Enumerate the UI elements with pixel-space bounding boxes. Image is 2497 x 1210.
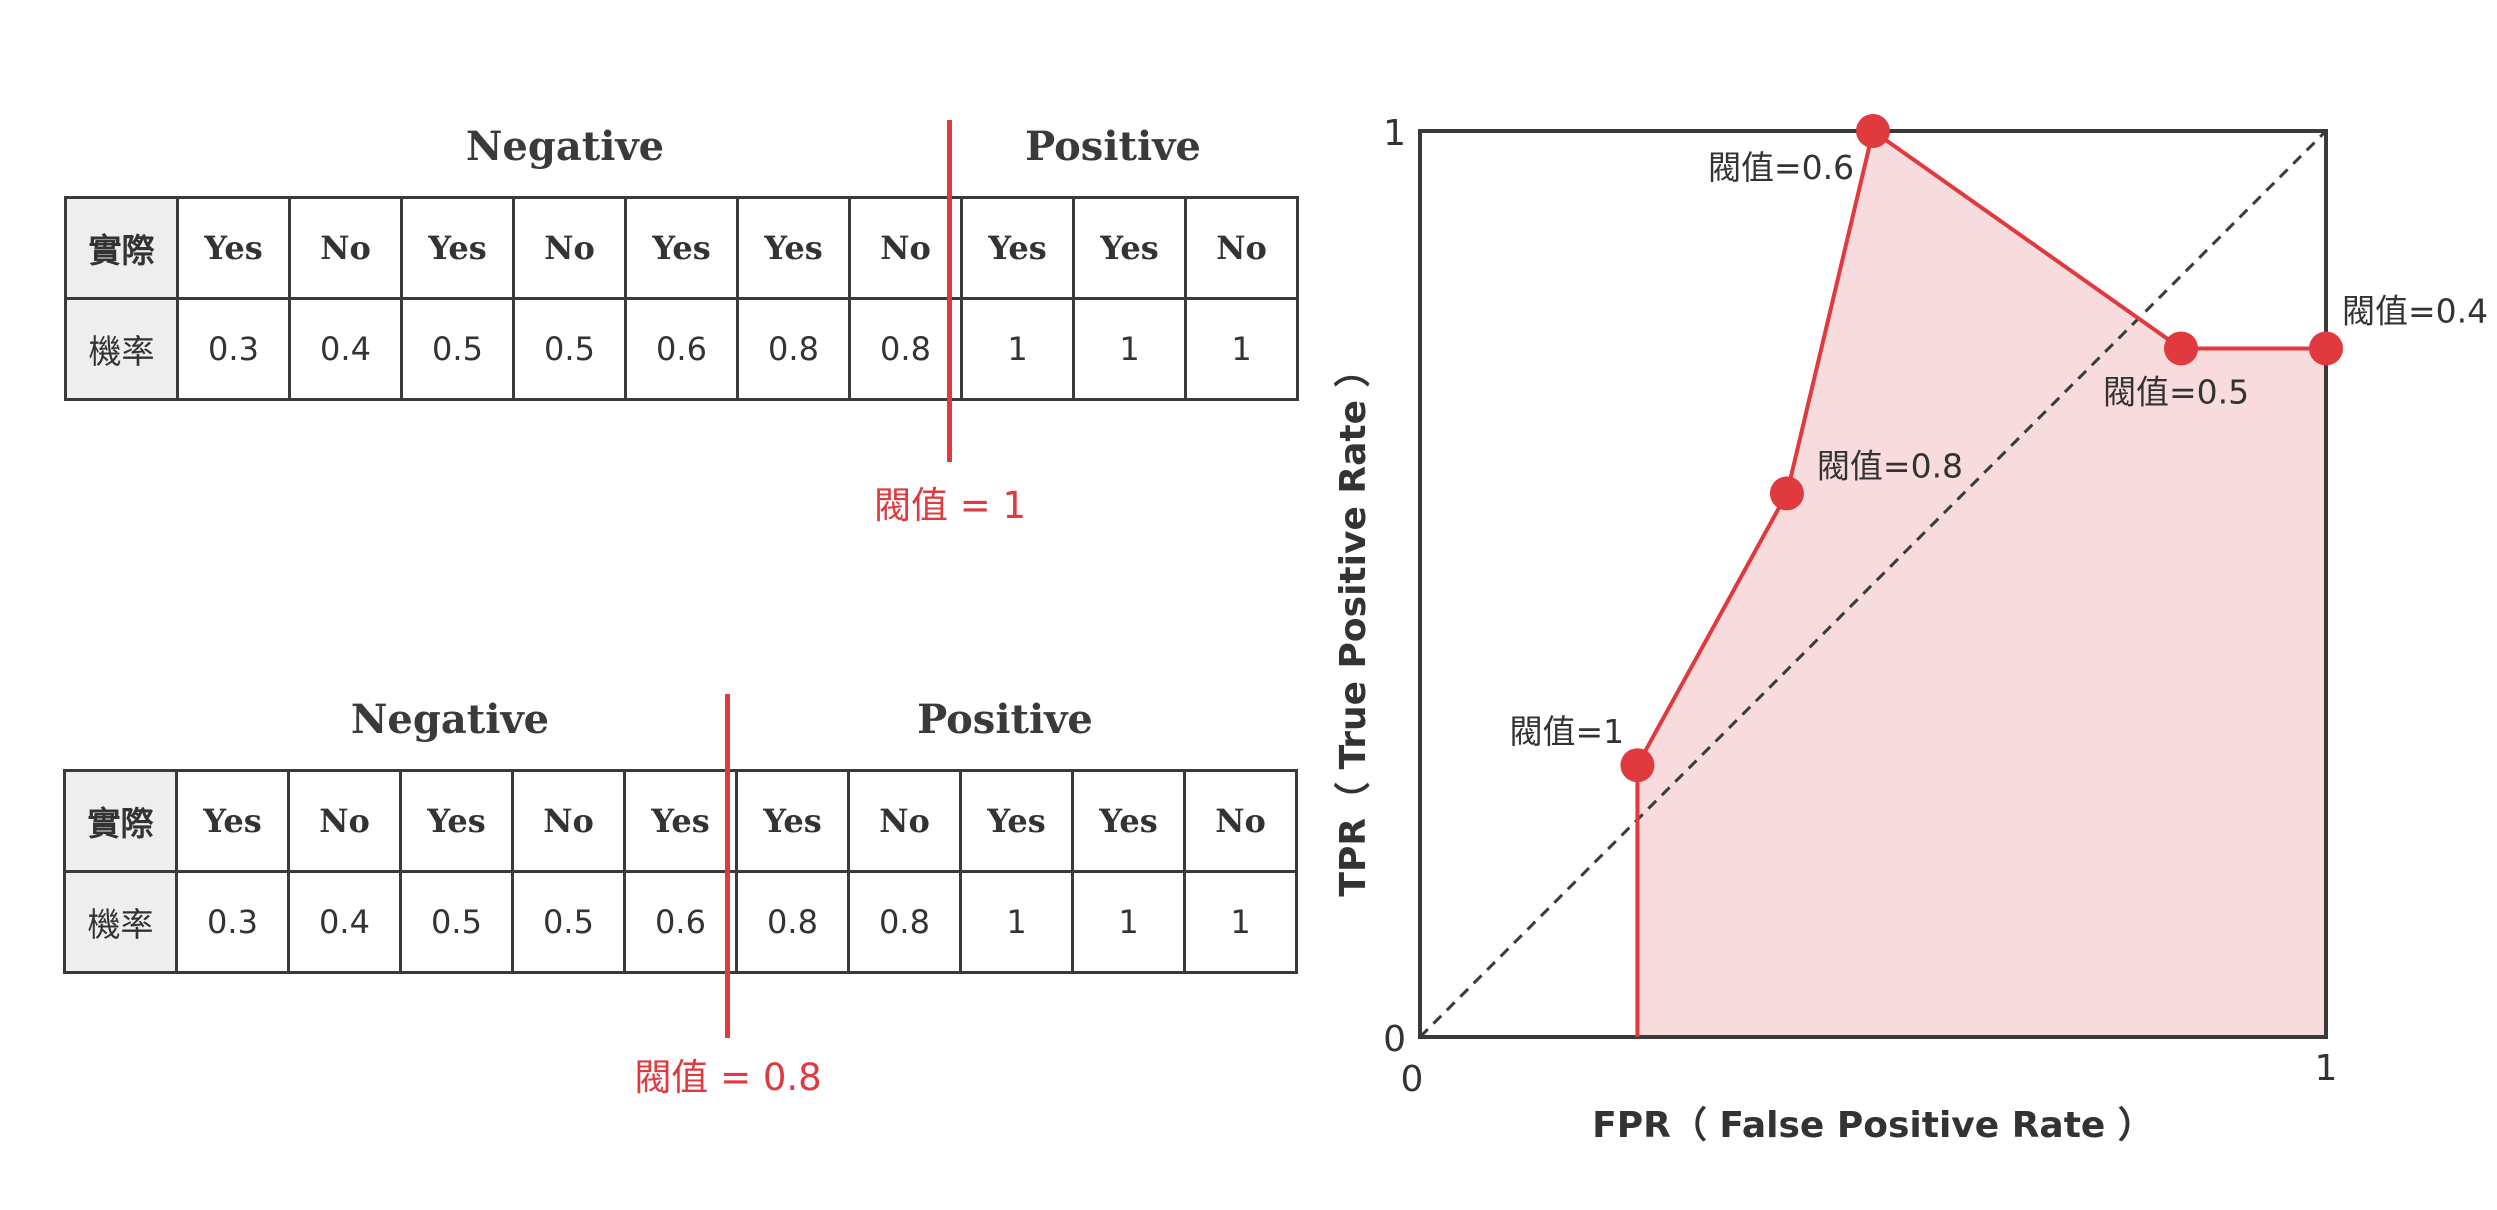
probability-cell: 1 bbox=[959, 870, 1074, 974]
actual-cell: No bbox=[1184, 196, 1299, 300]
probability-cell: 0.5 bbox=[512, 297, 627, 401]
actual-cell: No bbox=[287, 769, 402, 873]
probability-cell: 1 bbox=[1184, 297, 1299, 401]
roc-point bbox=[2309, 331, 2343, 366]
actual-cell: Yes bbox=[1072, 196, 1187, 300]
probability-cell: 1 bbox=[1071, 870, 1186, 974]
probability-cell: 0.8 bbox=[736, 297, 851, 401]
actual-cell: Yes bbox=[399, 769, 514, 873]
negative-label-1: Negative bbox=[465, 123, 665, 170]
probability-cell: 0.4 bbox=[288, 297, 403, 401]
roc-point bbox=[1769, 476, 1804, 511]
probability-cell: 0.6 bbox=[624, 297, 739, 401]
threshold-label-1: 閥值 = 1 bbox=[873, 484, 1027, 527]
probability-cell: 0.5 bbox=[400, 297, 515, 401]
actual-cell: Yes bbox=[959, 769, 1074, 873]
y-tick-label: 0 bbox=[1383, 1019, 1406, 1060]
probability-row-header: 機率 bbox=[64, 297, 179, 401]
probability-cell: 0.6 bbox=[623, 870, 738, 974]
probability-cell: 1 bbox=[960, 297, 1075, 401]
actual-cell: No bbox=[1183, 769, 1298, 873]
actual-cell: No bbox=[847, 769, 962, 873]
actual-cell: Yes bbox=[736, 196, 851, 300]
point-label: 閥值=0.6 bbox=[1708, 148, 1854, 187]
threshold-label-2: 閥值 = 0.8 bbox=[634, 1056, 822, 1099]
probability-cell: 1 bbox=[1072, 297, 1187, 401]
threshold-line-2 bbox=[725, 694, 730, 1038]
prediction-table-2: 實際 Yes No Yes No Yes Yes No Yes Yes No 機率 0.3 0.4 0… bbox=[63, 769, 1298, 974]
probability-row-header: 機率 bbox=[63, 870, 178, 974]
roc-point bbox=[2164, 331, 2199, 366]
actual-cell: Yes bbox=[735, 769, 850, 873]
actual-cell: Yes bbox=[960, 196, 1075, 300]
probability-cell: 0.8 bbox=[847, 870, 962, 974]
actual-cell: Yes bbox=[624, 196, 739, 300]
actual-cell: Yes bbox=[623, 769, 738, 873]
positive-label-1: Positive bbox=[1025, 123, 1201, 170]
probability-cell: 0.5 bbox=[511, 870, 626, 974]
point-label: 閥值=0.5 bbox=[2103, 372, 2249, 411]
actual-cell: Yes bbox=[175, 769, 290, 873]
actual-cell: No bbox=[848, 196, 963, 300]
x-axis-label: FPR（ False Positive Rate ） bbox=[1592, 1105, 2154, 1146]
probability-cell: 0.8 bbox=[848, 297, 963, 401]
x-tick-label: 1 bbox=[2315, 1048, 2338, 1089]
point-label: 閥值=0.4 bbox=[2342, 291, 2488, 330]
random-diagonal-line bbox=[1418, 129, 2328, 1039]
actual-cell: No bbox=[511, 769, 626, 873]
x-tick-label: 0 bbox=[1401, 1059, 1424, 1100]
probability-cell: 0.4 bbox=[287, 870, 402, 974]
probability-cell: 0.3 bbox=[176, 297, 291, 401]
actual-cell: Yes bbox=[400, 196, 515, 300]
point-label: 閥值=1 bbox=[1509, 712, 1624, 751]
actual-row-header: 實際 bbox=[63, 769, 178, 873]
actual-cell: No bbox=[288, 196, 403, 300]
prediction-table-1: 實際 Yes No Yes No Yes Yes No Yes Yes No 機率 0.3 0.4 0… bbox=[64, 196, 1299, 401]
actual-cell: No bbox=[512, 196, 627, 300]
positive-label-2: Positive bbox=[917, 696, 1093, 743]
y-axis-label: TPR（ True Positive Rate ） bbox=[1333, 351, 1374, 896]
negative-label-2: Negative bbox=[350, 696, 550, 743]
roc-point bbox=[1620, 748, 1655, 783]
point-label: 閥值=0.8 bbox=[1817, 446, 1963, 485]
probability-cell: 0.5 bbox=[399, 870, 514, 974]
area-under-curve bbox=[1637, 131, 2326, 1037]
probability-cell: 0.8 bbox=[735, 870, 850, 974]
y-tick-label: 1 bbox=[1383, 113, 1406, 154]
probability-cell: 1 bbox=[1183, 870, 1298, 974]
actual-row-header: 實際 bbox=[64, 196, 179, 300]
actual-cell: Yes bbox=[1071, 769, 1186, 873]
probability-cell: 0.3 bbox=[175, 870, 290, 974]
roc-point bbox=[1856, 114, 1890, 148]
actual-cell: Yes bbox=[176, 196, 291, 300]
threshold-line-1 bbox=[947, 120, 952, 462]
